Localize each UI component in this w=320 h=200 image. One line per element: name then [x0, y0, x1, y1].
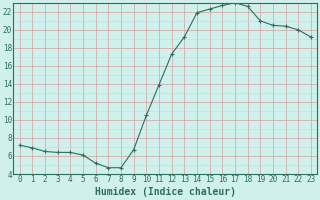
X-axis label: Humidex (Indice chaleur): Humidex (Indice chaleur): [95, 187, 236, 197]
